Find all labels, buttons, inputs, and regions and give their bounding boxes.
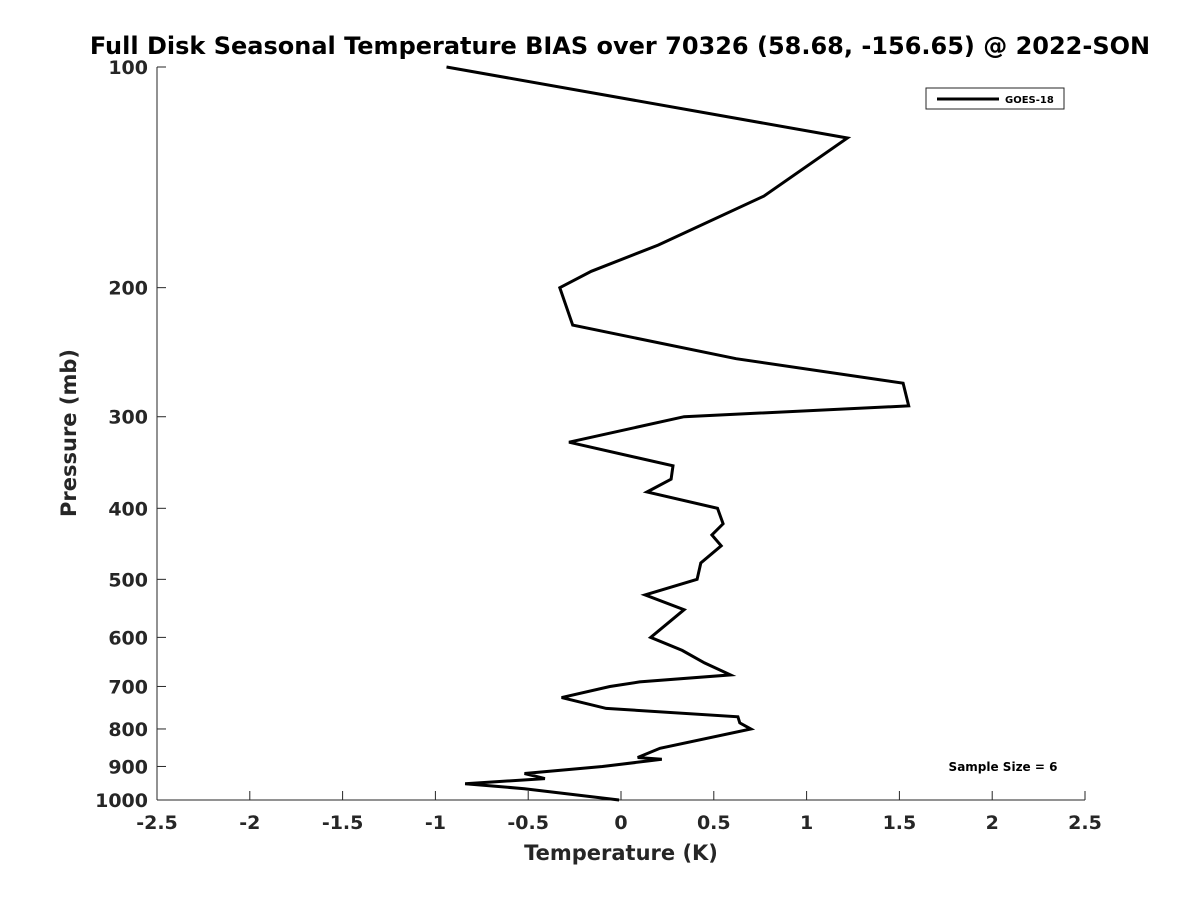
y-axis-ticks: 100 200 300 400 500 600 700 800 900 1000 <box>95 57 166 812</box>
x-tick-label: 1.5 <box>883 812 917 834</box>
y-axis-label: Pressure (mb) <box>57 349 81 517</box>
x-tick-label: -2.5 <box>136 812 178 834</box>
y-tick-label: 200 <box>108 278 148 300</box>
plot-background <box>157 67 1085 800</box>
y-tick-label: 600 <box>108 627 148 649</box>
plot-area <box>156 67 1085 801</box>
y-tick-label: 500 <box>108 569 148 591</box>
x-tick-label: 0 <box>614 812 627 834</box>
series-layer <box>446 65 911 802</box>
y-tick-label: 400 <box>108 498 148 520</box>
series-line-goes-18 <box>446 65 911 802</box>
x-tick-label: 2.5 <box>1068 812 1102 834</box>
y-tick-label: 900 <box>108 756 148 778</box>
legend: GOES-18 <box>925 87 1065 110</box>
x-tick-label: 0.5 <box>697 812 731 834</box>
y-tick-label: 800 <box>108 719 148 741</box>
sample-size-annotation: Sample Size = 6 <box>949 760 1058 774</box>
chart-title: Full Disk Seasonal Temperature BIAS over… <box>90 32 1150 60</box>
y-tick-label: 100 <box>108 57 148 79</box>
x-axis-ticks: -2.5 -2 -1.5 -1 -0.5 0 0.5 1 1.5 2 2.5 <box>136 791 1102 834</box>
x-axis-label: Temperature (K) <box>524 841 718 865</box>
x-tick-label: -1 <box>425 812 446 834</box>
x-tick-label: -2 <box>239 812 260 834</box>
y-tick-label: 300 <box>108 407 148 429</box>
x-tick-label: -0.5 <box>507 812 549 834</box>
x-tick-label: 1 <box>800 812 813 834</box>
legend-label-goes-18: GOES-18 <box>1005 95 1054 106</box>
y-tick-label: 1000 <box>95 790 148 812</box>
y-tick-label: 700 <box>108 676 148 698</box>
x-tick-label: 2 <box>986 812 999 834</box>
x-tick-label: -1.5 <box>322 812 364 834</box>
